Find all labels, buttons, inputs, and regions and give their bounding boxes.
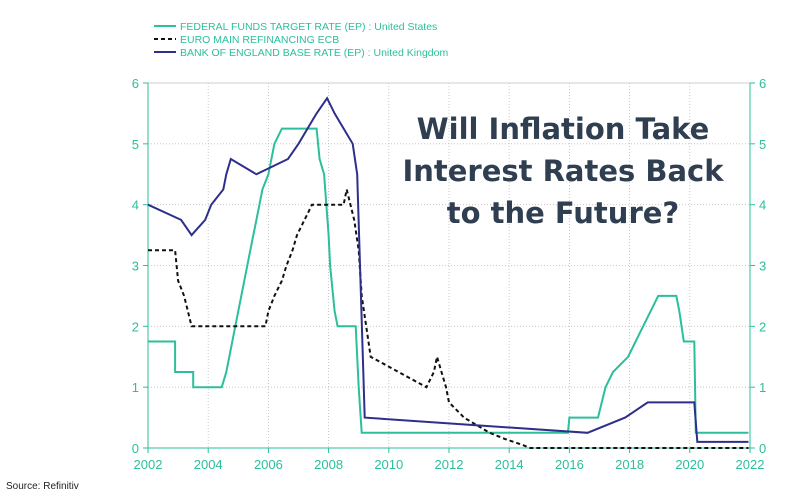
headline-line-1: Will Inflation Take <box>417 112 710 146</box>
x-tick-label: 2016 <box>555 457 584 472</box>
grid-lines <box>148 83 750 448</box>
headline-line-3: to the Future? <box>447 196 679 230</box>
y-tick-label-left: 4 <box>132 198 139 213</box>
y-tick-label-right: 5 <box>759 137 766 152</box>
x-tick-label: 2012 <box>435 457 464 472</box>
headline-line-2: Interest Rates Back <box>402 154 724 188</box>
boe-base-rate-line <box>147 96 749 443</box>
series-layer <box>147 96 749 449</box>
legend-label-boe: BANK OF ENGLAND BASE RATE (EP) : United … <box>180 47 448 59</box>
y-tick-label-right: 0 <box>759 441 766 456</box>
x-tick-label: 2014 <box>495 457 524 472</box>
x-tick-label: 2008 <box>314 457 343 472</box>
headline: Will Inflation Take Interest Rates Back … <box>402 112 724 230</box>
y-tick-label-right: 3 <box>759 259 766 274</box>
x-tick-label: 2022 <box>736 457 765 472</box>
x-tick-label: 2006 <box>254 457 283 472</box>
y-tick-label-left: 1 <box>132 380 139 395</box>
x-tick-label: 2004 <box>194 457 223 472</box>
legend-label-fed: FEDERAL FUNDS TARGET RATE (EP) : United … <box>180 21 437 33</box>
y-tick-label-left: 5 <box>132 137 139 152</box>
fed-funds-rate-line <box>148 127 749 434</box>
x-axis: 2002 2004 2006 2008 2010 2012 2014 2016 2018 2020… <box>134 447 765 472</box>
y-tick-label-left: 0 <box>132 441 139 456</box>
x-tick-label: 2002 <box>134 457 163 472</box>
x-tick-label: 2010 <box>374 457 403 472</box>
y-tick-label-right: 4 <box>759 198 766 213</box>
legend-label-ecb: EURO MAIN REFINANCING ECB <box>180 34 339 46</box>
y-tick-label-left: 3 <box>132 259 139 274</box>
x-tick-label: 2020 <box>675 457 704 472</box>
right-axis: 0 1 2 3 4 5 6 <box>749 76 766 456</box>
y-tick-label-left: 6 <box>132 76 139 91</box>
y-tick-label-right: 2 <box>759 319 766 334</box>
x-tick-label: 2018 <box>615 457 644 472</box>
y-tick-label-right: 6 <box>759 76 766 91</box>
legend: FEDERAL FUNDS TARGET RATE (EP) : United … <box>154 21 448 59</box>
y-tick-label-left: 2 <box>132 319 139 334</box>
y-tick-label-right: 1 <box>759 380 766 395</box>
source-note: Source: Refinitiv <box>6 481 79 492</box>
left-axis: 0 1 2 3 4 5 6 <box>132 76 149 456</box>
